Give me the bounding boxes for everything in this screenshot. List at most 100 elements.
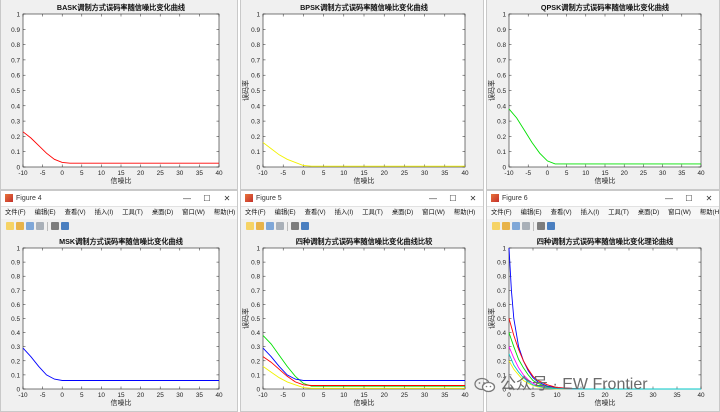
menu-item[interactable]: 窗口(W)	[668, 209, 691, 216]
close-icon[interactable]: ✕	[705, 194, 713, 203]
y-tick-label: 0.6	[11, 73, 20, 80]
y-tick-label: 0	[256, 387, 260, 394]
menu-item[interactable]: 工具(T)	[122, 209, 143, 216]
menu-item[interactable]: 工具(T)	[362, 209, 383, 216]
title-bar[interactable]: Figure 6 — ☐ ✕	[487, 191, 719, 207]
menu-item[interactable]: 插入(I)	[94, 209, 114, 216]
series-line-4	[262, 366, 465, 389]
menu-item[interactable]: 窗口(W)	[182, 209, 205, 216]
colorbar-icon[interactable]	[547, 222, 555, 230]
new-figure-icon[interactable]	[492, 222, 500, 230]
open-file-icon[interactable]	[256, 222, 264, 230]
series-line-1	[22, 131, 219, 164]
x-tick-label: 30	[421, 392, 429, 399]
y-tick-label: 0.2	[251, 358, 260, 365]
y-tick-label: 1	[502, 12, 506, 19]
menu-item[interactable]: 桌面(D)	[637, 209, 660, 216]
x-tick-label: 40	[697, 392, 705, 399]
open-file-icon[interactable]	[16, 222, 24, 230]
print-icon[interactable]	[522, 222, 530, 230]
maximize-icon[interactable]: ☐	[203, 194, 211, 203]
menu-item[interactable]: 文件(F)	[491, 209, 512, 216]
colorbar-icon[interactable]	[61, 222, 69, 230]
wechat-logo-icon	[474, 377, 496, 392]
figure-window-5[interactable]: Figure 5 — ☐ ✕ 文件(F) 编辑(E) 查看(V) 插入(I) 工具(T) 桌面(D…	[240, 190, 484, 412]
x-tick-label: 10	[98, 392, 106, 399]
y-tick-label: 0.4	[251, 330, 260, 337]
figure-window-1[interactable]: 0 0.1 0.2 0.3 0.4 0.5 0.6 0.7 0.8 0.9 1 -10 -5 0 5 10 15…	[0, 0, 238, 190]
chart-svg: 00.10.20.30.40.50.60.70.80.910 5 10 15 20 25 3…	[487, 237, 705, 407]
minimize-icon[interactable]: —	[183, 194, 191, 203]
save-icon[interactable]	[26, 222, 34, 230]
new-figure-icon[interactable]	[6, 222, 14, 230]
open-file-icon[interactable]	[502, 222, 510, 230]
figure-window-6[interactable]: Figure 6 — ☐ ✕ 文件(F) 编辑(E) 查看(V) 插入(I) 工具(T) 桌面(D…	[486, 190, 720, 412]
y-tick-label: 0.1	[497, 149, 506, 156]
data-cursor-icon[interactable]	[291, 222, 299, 230]
menu-item[interactable]: 插入(I)	[334, 209, 354, 216]
menu-item[interactable]: 查看(V)	[304, 209, 326, 216]
x-tick-label: 15	[360, 392, 368, 399]
series-line-1	[262, 142, 465, 167]
menu-item[interactable]: 帮助(H)	[453, 209, 476, 216]
menu-item[interactable]: 桌面(D)	[151, 209, 174, 216]
x-tick-label: 35	[441, 170, 449, 177]
menu-item[interactable]: 文件(F)	[5, 209, 26, 216]
y-tick-label: 0	[502, 387, 506, 394]
menu-item[interactable]: 桌面(D)	[391, 209, 414, 216]
x-tick-label: 20	[137, 392, 145, 399]
colorbar-icon[interactable]	[301, 222, 309, 230]
chart-title: BASK调制方式误码率随信噪比变化曲线	[57, 3, 186, 12]
y-tick-label: 0.5	[497, 88, 506, 95]
x-tick-label: 15	[117, 392, 125, 399]
menu-item[interactable]: 帮助(H)	[213, 209, 236, 216]
x-tick-label: -5	[280, 170, 286, 177]
plot-axes-box	[262, 247, 466, 390]
menu-item[interactable]: 编辑(E)	[34, 209, 56, 216]
toolbar	[487, 219, 719, 234]
save-icon[interactable]	[266, 222, 274, 230]
close-icon[interactable]: ✕	[223, 194, 231, 203]
x-tick-label: 40	[461, 392, 469, 399]
new-figure-icon[interactable]	[246, 222, 254, 230]
menu-item[interactable]: 查看(V)	[550, 209, 572, 216]
x-tick-label: -10	[18, 392, 28, 399]
y-tick-label: 0.8	[11, 274, 20, 281]
x-tick-label: 5	[80, 170, 84, 177]
menu-item[interactable]: 插入(I)	[580, 209, 600, 216]
figure-window-2[interactable]: 0 0.1 0.2 0.3 0.4 0.5 0.6 0.7 0.8 0.9 1 -10 -5 0 5 10 15…	[240, 0, 484, 190]
figure-window-4[interactable]: Figure 4 — ☐ ✕ 文件(F) 编辑(E) 查看(V) 插入(I) 工具(T) 桌面(D…	[0, 190, 238, 412]
x-axis-label: 信噪比	[354, 398, 375, 407]
menu-item[interactable]: 文件(F)	[245, 209, 266, 216]
title-bar[interactable]: Figure 4 — ☐ ✕	[1, 191, 237, 207]
x-tick-label: 10	[98, 170, 106, 177]
minimize-icon[interactable]: —	[665, 194, 673, 203]
data-cursor-icon[interactable]	[537, 222, 545, 230]
figure-window-3[interactable]: 0 0.1 0.2 0.3 0.4 0.5 0.6 0.7 0.8 0.9 1 -10 -5 0 5 10 15…	[486, 0, 720, 190]
plot-axes-box	[262, 13, 466, 168]
plot-canvas: 0 0.1 0.2 0.3 0.4 0.5 0.6 0.7 0.8 0.9 1 -10 -5 0 5 10 15…	[1, 233, 237, 411]
maximize-icon[interactable]: ☐	[449, 194, 457, 203]
print-icon[interactable]	[36, 222, 44, 230]
x-tick-label: 0	[60, 392, 64, 399]
print-icon[interactable]	[276, 222, 284, 230]
menu-item[interactable]: 窗口(W)	[422, 209, 445, 216]
menu-item[interactable]: 工具(T)	[608, 209, 629, 216]
menu-item[interactable]: 编辑(E)	[520, 209, 542, 216]
x-tick-label: -5	[40, 170, 46, 177]
menu-item[interactable]: 编辑(E)	[274, 209, 296, 216]
save-icon[interactable]	[512, 222, 520, 230]
y-tick-label: 0.6	[251, 73, 260, 80]
plot-canvas: 0 0.1 0.2 0.3 0.4 0.5 0.6 0.7 0.8 0.9 1 -10 -5 0 5 10 15…	[1, 0, 237, 189]
x-tick-label: 0	[302, 170, 306, 177]
y-tick-label: 0.3	[11, 119, 20, 126]
close-icon[interactable]: ✕	[469, 194, 477, 203]
menu-item[interactable]: 帮助(H)	[699, 209, 720, 216]
title-bar[interactable]: Figure 5 — ☐ ✕	[241, 191, 483, 207]
chart-title: MSK调制方式误码率随信噪比变化曲线	[59, 237, 184, 246]
minimize-icon[interactable]: —	[429, 194, 437, 203]
maximize-icon[interactable]: ☐	[685, 194, 693, 203]
data-cursor-icon[interactable]	[51, 222, 59, 230]
x-tick-label: 0	[507, 392, 511, 399]
menu-item[interactable]: 查看(V)	[64, 209, 86, 216]
